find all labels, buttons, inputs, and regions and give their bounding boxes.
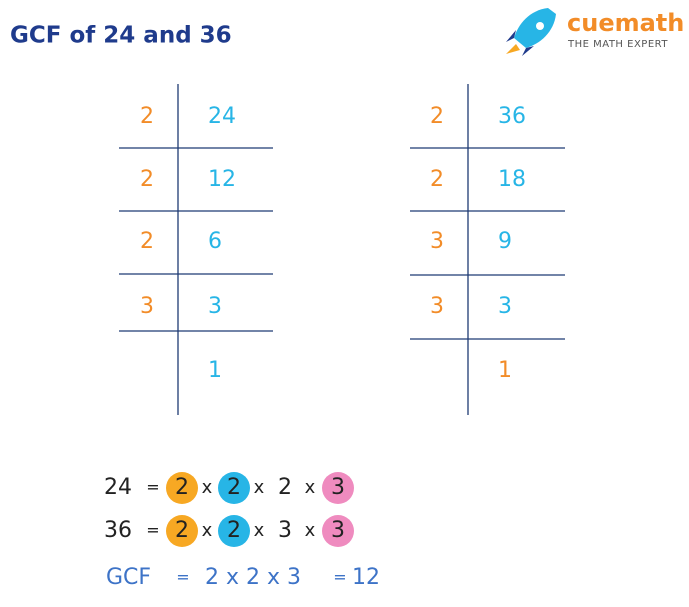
factor-highlight	[166, 472, 198, 504]
factor: 2	[175, 518, 189, 543]
dividend: 6	[208, 229, 222, 254]
factor: 2	[175, 475, 189, 500]
times: x	[254, 477, 265, 498]
dividend: 24	[208, 104, 236, 129]
dividend: 36	[498, 104, 526, 129]
divisor: 2	[140, 167, 154, 192]
divisor: 3	[430, 294, 444, 319]
factor-highlight	[322, 515, 354, 547]
factor-highlight	[218, 472, 250, 504]
equals: =	[333, 568, 346, 587]
dividend: 9	[498, 229, 512, 254]
dividend: 1	[498, 358, 512, 383]
dividend: 3	[498, 294, 512, 319]
gcf-value: 12	[352, 565, 380, 590]
factor: 2	[227, 518, 241, 543]
factor: 3	[331, 475, 345, 500]
divisor: 2	[430, 104, 444, 129]
divisor: 2	[140, 104, 154, 129]
times: x	[254, 520, 265, 541]
equation-lhs: 36	[104, 518, 132, 543]
factor: 2	[278, 475, 292, 500]
brand: cuemath	[567, 9, 684, 37]
factor: 3	[331, 518, 345, 543]
divisor: 2	[430, 167, 444, 192]
dividend: 18	[498, 167, 526, 192]
logo-icon	[506, 8, 556, 56]
dividend: 12	[208, 167, 236, 192]
factor-highlight	[322, 472, 354, 504]
equals: =	[146, 478, 159, 497]
divisor: 3	[140, 294, 154, 319]
factor-highlight	[166, 515, 198, 547]
gcf-label: GCF	[106, 565, 151, 590]
divisor: 3	[430, 229, 444, 254]
times: x	[202, 520, 213, 541]
times: x	[305, 520, 316, 541]
gcf-product: 2 x 2 x 3	[205, 565, 301, 590]
factor: 2	[227, 475, 241, 500]
times: x	[305, 477, 316, 498]
factor: 3	[278, 518, 292, 543]
dividend: 1	[208, 358, 222, 383]
times: x	[202, 477, 213, 498]
equals: =	[176, 568, 189, 587]
tagline: THE MATH EXPERT	[567, 39, 668, 50]
dividend: 3	[208, 294, 222, 319]
equals: =	[146, 521, 159, 540]
title: GCF of 24 and 36	[10, 23, 232, 49]
factor-highlight	[218, 515, 250, 547]
equation-lhs: 24	[104, 475, 132, 500]
divisor: 2	[140, 229, 154, 254]
